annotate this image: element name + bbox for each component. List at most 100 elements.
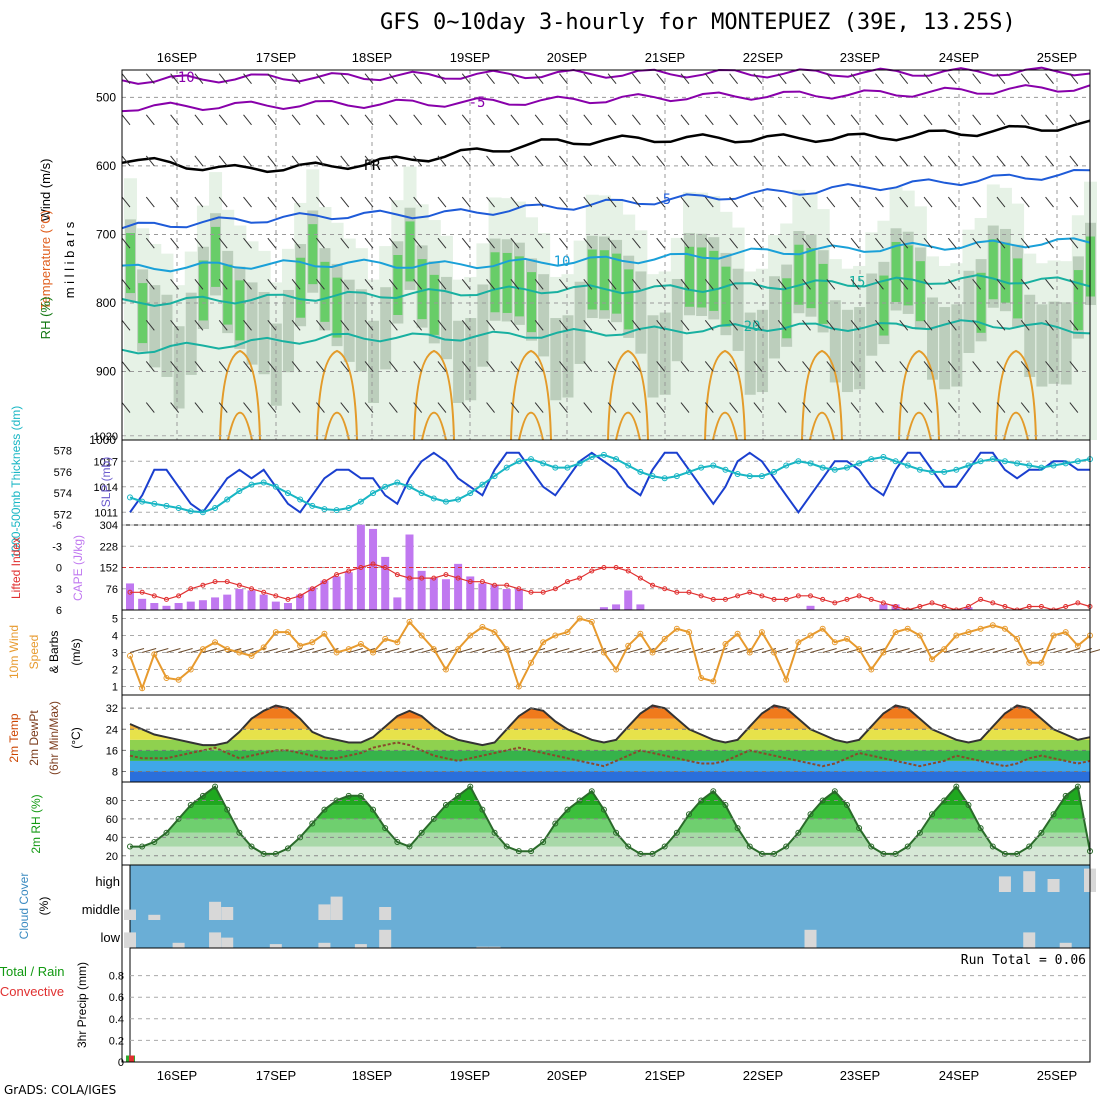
wind-barb <box>802 402 811 413</box>
wind-barb <box>145 237 155 249</box>
wind-barb <box>680 237 690 249</box>
wind-barb <box>461 155 471 167</box>
wind-barb <box>145 114 155 126</box>
wind-barb <box>875 361 884 372</box>
cape-tick-label: 152 <box>100 563 118 575</box>
wind-barb <box>510 278 520 290</box>
slp-tick-label: 1014 <box>94 482 118 494</box>
rh-line-point <box>795 829 802 836</box>
wind-barb <box>486 155 495 167</box>
cloud-patch-middle <box>318 904 331 920</box>
wind-barb <box>923 320 933 331</box>
wind10m-barb <box>555 648 570 653</box>
cape-bar <box>150 603 159 610</box>
lifted-index-point <box>747 589 753 595</box>
rh-shade-mid <box>756 309 768 393</box>
wind-barb <box>704 114 714 126</box>
wind10m-barb <box>1004 648 1020 653</box>
thickness-tick-label: 574 <box>54 488 72 500</box>
wind-barb <box>291 278 301 290</box>
y-tick-label: 500 <box>96 90 116 104</box>
wind-barb <box>316 361 325 372</box>
wind-barb <box>947 155 957 167</box>
cloud-patch-low <box>318 942 331 948</box>
wind-barb <box>461 114 471 126</box>
wind-barb <box>145 361 155 372</box>
cloud-panel-bg <box>129 864 1091 949</box>
wind-barb <box>437 361 447 372</box>
rh-shade-light <box>306 169 320 440</box>
wind-speed-line-point <box>224 646 231 653</box>
wind-barb <box>534 114 544 126</box>
wind-speed-line <box>129 617 1091 692</box>
cape-tick-label: 228 <box>100 541 118 553</box>
cape-bar <box>612 604 621 610</box>
bottom-day-label: 20SEP <box>547 1068 587 1083</box>
rh-line-point <box>1014 850 1021 857</box>
wind-barb <box>850 402 860 413</box>
wind-barb <box>340 73 350 85</box>
bottom-day-label: 21SEP <box>645 1068 685 1083</box>
wind-barb <box>559 155 568 167</box>
wind-barb <box>170 155 179 167</box>
cloud-patch-middle <box>379 907 392 920</box>
lifted-index-point <box>577 575 583 581</box>
thickness-line-point <box>406 483 413 490</box>
wind-speed-line-point <box>564 629 571 636</box>
isotherm-label: 10 <box>554 254 571 270</box>
wind-speed-line-point <box>1026 659 1033 666</box>
wind10m-barb <box>786 648 801 653</box>
lifted-index-point <box>309 586 315 592</box>
thickness-line-point <box>345 505 352 511</box>
rh-line-point <box>370 806 377 813</box>
wind-barb <box>413 402 423 413</box>
wind-barb <box>121 196 131 208</box>
wind-barb <box>923 361 933 372</box>
rh-line-point <box>685 811 692 818</box>
wind-barb <box>607 155 617 167</box>
temp-band <box>130 750 1090 761</box>
thickness-line-point <box>297 496 304 503</box>
thickness-line-point <box>783 462 790 469</box>
wind-barb <box>461 237 471 249</box>
rh-shade-mid <box>149 285 161 368</box>
surface-heat-contour <box>906 411 932 441</box>
surface-heat-contour <box>898 349 940 441</box>
wind10m-axis-label-3: & Barbs <box>47 631 61 674</box>
wind-speed-line-point <box>588 618 595 625</box>
wind-barb <box>996 73 1006 85</box>
precip-tick-label: 0.6 <box>109 992 124 1004</box>
thickness-line-point <box>880 454 887 460</box>
cape-bar <box>478 583 487 610</box>
precip-tick-label: 0.4 <box>109 1014 124 1026</box>
wind-barb <box>170 402 179 413</box>
wind-barb <box>218 73 228 85</box>
temp-unit-label: (°C) <box>69 727 83 748</box>
lifted-tick-label: -3 <box>52 541 62 553</box>
wind-barb <box>534 196 544 208</box>
rh-line-point <box>880 850 887 857</box>
wind10m-barb <box>482 648 497 653</box>
wind-barb <box>194 402 204 413</box>
thickness-tick-label: 572 <box>54 509 72 521</box>
rh-line-point <box>564 806 571 813</box>
rh-shade-mid <box>1036 304 1048 387</box>
cape-bar <box>223 594 232 610</box>
wind-barb <box>607 114 617 126</box>
wind-barb <box>121 73 131 85</box>
lifted-index-point <box>771 596 777 602</box>
wind-barb <box>486 402 495 413</box>
rh-line-point <box>807 811 814 818</box>
cape-bar <box>405 534 414 610</box>
wind-barb <box>826 114 836 126</box>
lifted-index-point <box>808 593 814 599</box>
wind10m-barb <box>956 648 971 653</box>
wind-speed-line-point <box>916 632 923 639</box>
wind-barb <box>704 155 714 167</box>
temp-axis-label: 2m Temp <box>7 713 21 762</box>
wind-barb <box>777 402 787 413</box>
lifted-tick-label: 6 <box>56 605 62 617</box>
wind-speed-line-point <box>710 678 717 685</box>
wind-barb <box>437 402 447 413</box>
thickness-line-point <box>758 473 765 480</box>
